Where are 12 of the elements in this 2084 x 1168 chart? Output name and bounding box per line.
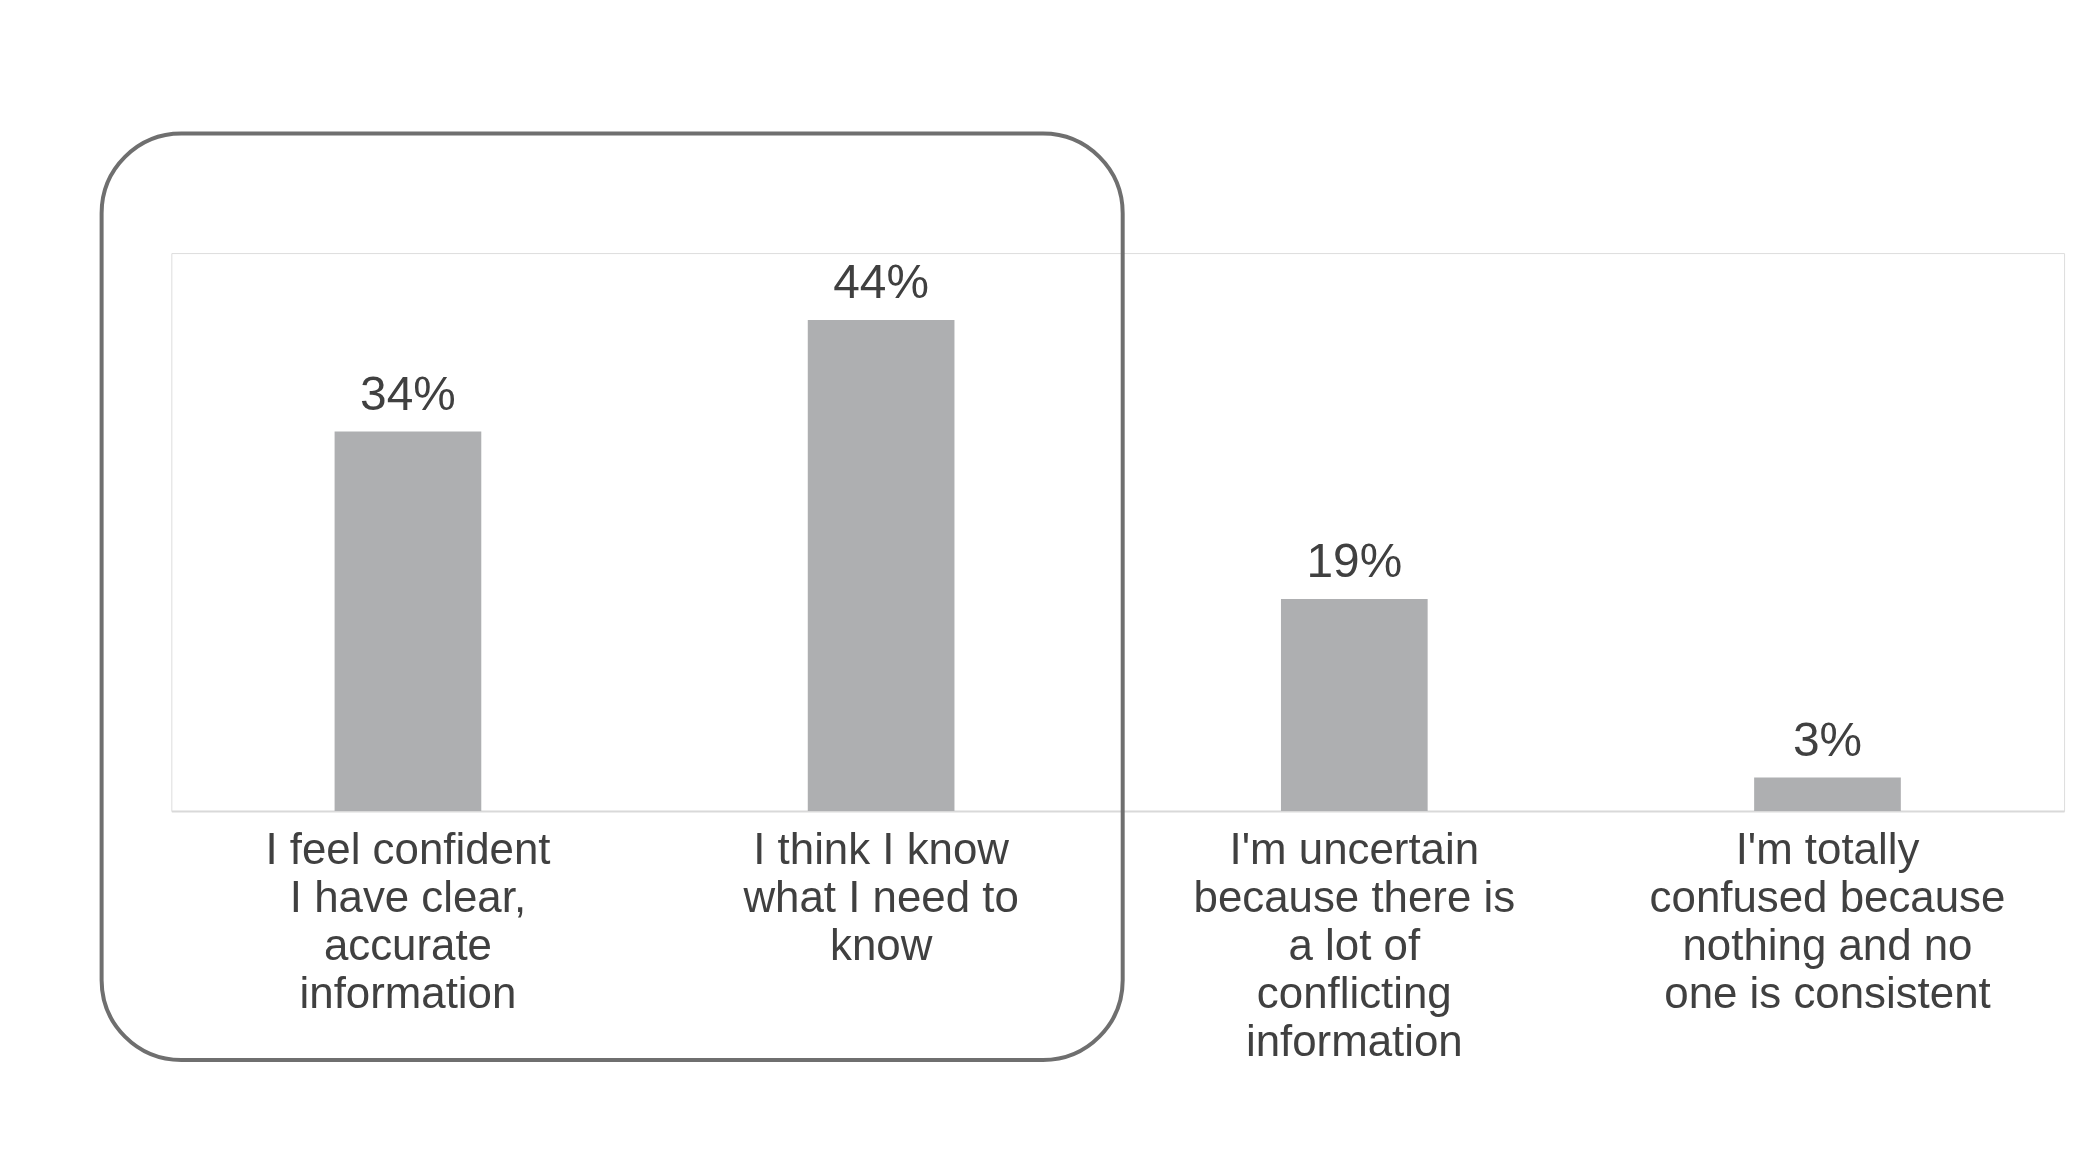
x-tick-label: I'm uncertain because there is a lot of conflicting information: [1193, 824, 1516, 1065]
data-label: 3%: [1792, 712, 1863, 766]
data-label: 44%: [833, 255, 929, 309]
bar: [807, 320, 955, 811]
x-tick-label: I think I know what I need to know: [742, 824, 1019, 969]
bar: [1280, 598, 1428, 811]
bar: [334, 431, 482, 811]
x-tick-label: I'm totally confused because nothing and no one is consistent: [1649, 824, 2006, 1017]
data-label: 34%: [360, 366, 456, 420]
data-label: 19%: [1306, 534, 1403, 588]
x-tick-label: I feel confident I have clear, accurate information: [265, 824, 551, 1017]
bar: [1754, 777, 1901, 811]
